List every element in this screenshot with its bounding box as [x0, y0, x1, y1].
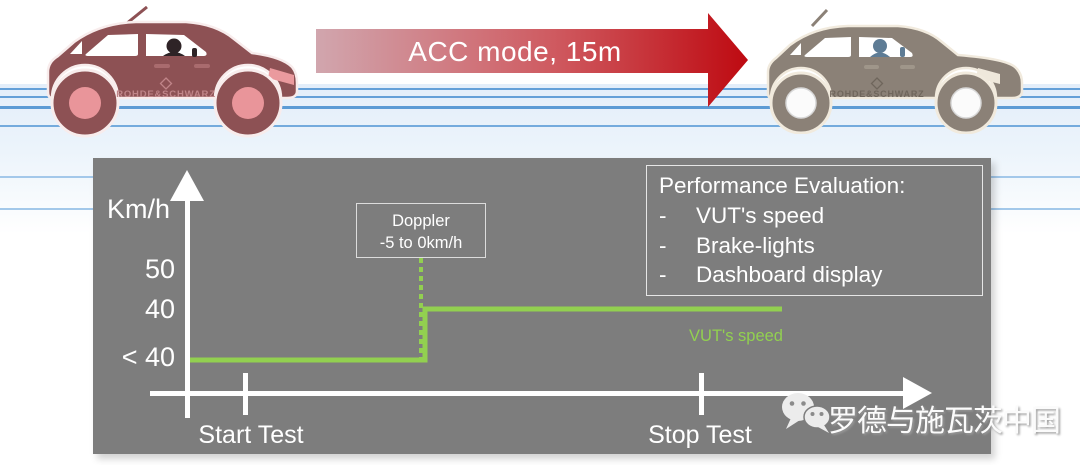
steering-wheel [192, 48, 197, 57]
rear-wheel-hub [69, 87, 101, 119]
doppler-callout: Doppler -5 to 0km/h [356, 203, 486, 258]
headlight [976, 68, 1000, 84]
evaluation-item-label: Brake-lights [696, 232, 815, 258]
y-tick-label-40: 40 [144, 294, 175, 324]
x-tick-label-stop-test: Stop Test [648, 421, 752, 449]
acc-distance-arrow [316, 13, 748, 107]
evaluation-item-label: Dashboard display [696, 262, 883, 287]
rear-quarter-window [790, 43, 801, 55]
evaluation-title: Performance Evaluation: [659, 173, 906, 198]
vut-speed-line [190, 306, 782, 363]
front-wheel-hub [950, 87, 982, 119]
y-axis [185, 200, 190, 418]
evaluation-item: - Brake-lights [659, 231, 982, 261]
driver-torso [163, 52, 185, 56]
bullet-dash: - [659, 262, 667, 287]
road-line [0, 88, 1080, 90]
door-handle [194, 64, 210, 68]
driver-torso [870, 52, 890, 57]
brand-text: ROHDE&SCHWARZ [830, 89, 925, 99]
performance-evaluation-box: Performance Evaluation: - VUT's speed - Br… [646, 165, 983, 296]
x-axis-arrowhead-icon [903, 377, 932, 409]
rear-wheel-hub [785, 87, 817, 119]
bullet-dash: - [659, 203, 667, 228]
y-axis-unit-label: Km/h [107, 194, 171, 224]
doppler-callout-line2: -5 to 0km/h [379, 234, 463, 252]
antenna-icon [810, 8, 829, 28]
road-line [0, 106, 1080, 109]
speed-profile-plot [190, 258, 782, 363]
vut-vehicle-icon: ROHDE&SCHWARZ [766, 8, 1024, 134]
door-handle [154, 64, 170, 68]
driver-head [166, 38, 182, 54]
wechat-icon [782, 393, 831, 433]
brand-logo-icon [870, 77, 884, 90]
steering-wheel [900, 47, 905, 57]
stop-test-tick [699, 373, 704, 415]
start-test-tick [243, 373, 248, 415]
bullet-dash: - [659, 232, 667, 258]
vut-speed-series-label: VUT's speed [689, 327, 783, 345]
brand-logo-icon [159, 77, 173, 90]
door-handle [900, 65, 915, 69]
driver-head [873, 39, 887, 53]
door-handle [864, 65, 879, 69]
road-line [0, 125, 1080, 127]
evaluation-item-label: VUT's speed [696, 203, 825, 228]
front-wheel-hub [232, 87, 264, 119]
road-line [0, 96, 1080, 98]
acc-arrow-label: ACC mode, 15m [408, 36, 622, 67]
y-axis-arrowhead-icon [170, 170, 204, 201]
rear-window [85, 34, 138, 56]
chart-panel: Km/h 50 40 < 40 Start Test Stop Test Dop… [93, 158, 991, 454]
evaluation-item: - Dashboard display [659, 260, 982, 290]
y-tick-label-lt40: < 40 [121, 342, 175, 372]
evaluation-item: - VUT's speed [659, 201, 982, 231]
brand-text: ROHDE&SCHWARZ [116, 89, 216, 100]
watermark-text: 罗德与施瓦茨中国 [828, 405, 1061, 438]
x-axis [150, 391, 905, 396]
following-vehicle-icon: ROHDE&SCHWARZ [46, 6, 299, 138]
x-tick-label-start-test: Start Test [198, 421, 304, 449]
headlight [268, 68, 294, 85]
y-tick-label-50: 50 [144, 254, 175, 284]
rear-window [804, 37, 851, 57]
rear-quarter-window [70, 41, 82, 54]
doppler-callout-line1: Doppler [392, 212, 450, 230]
